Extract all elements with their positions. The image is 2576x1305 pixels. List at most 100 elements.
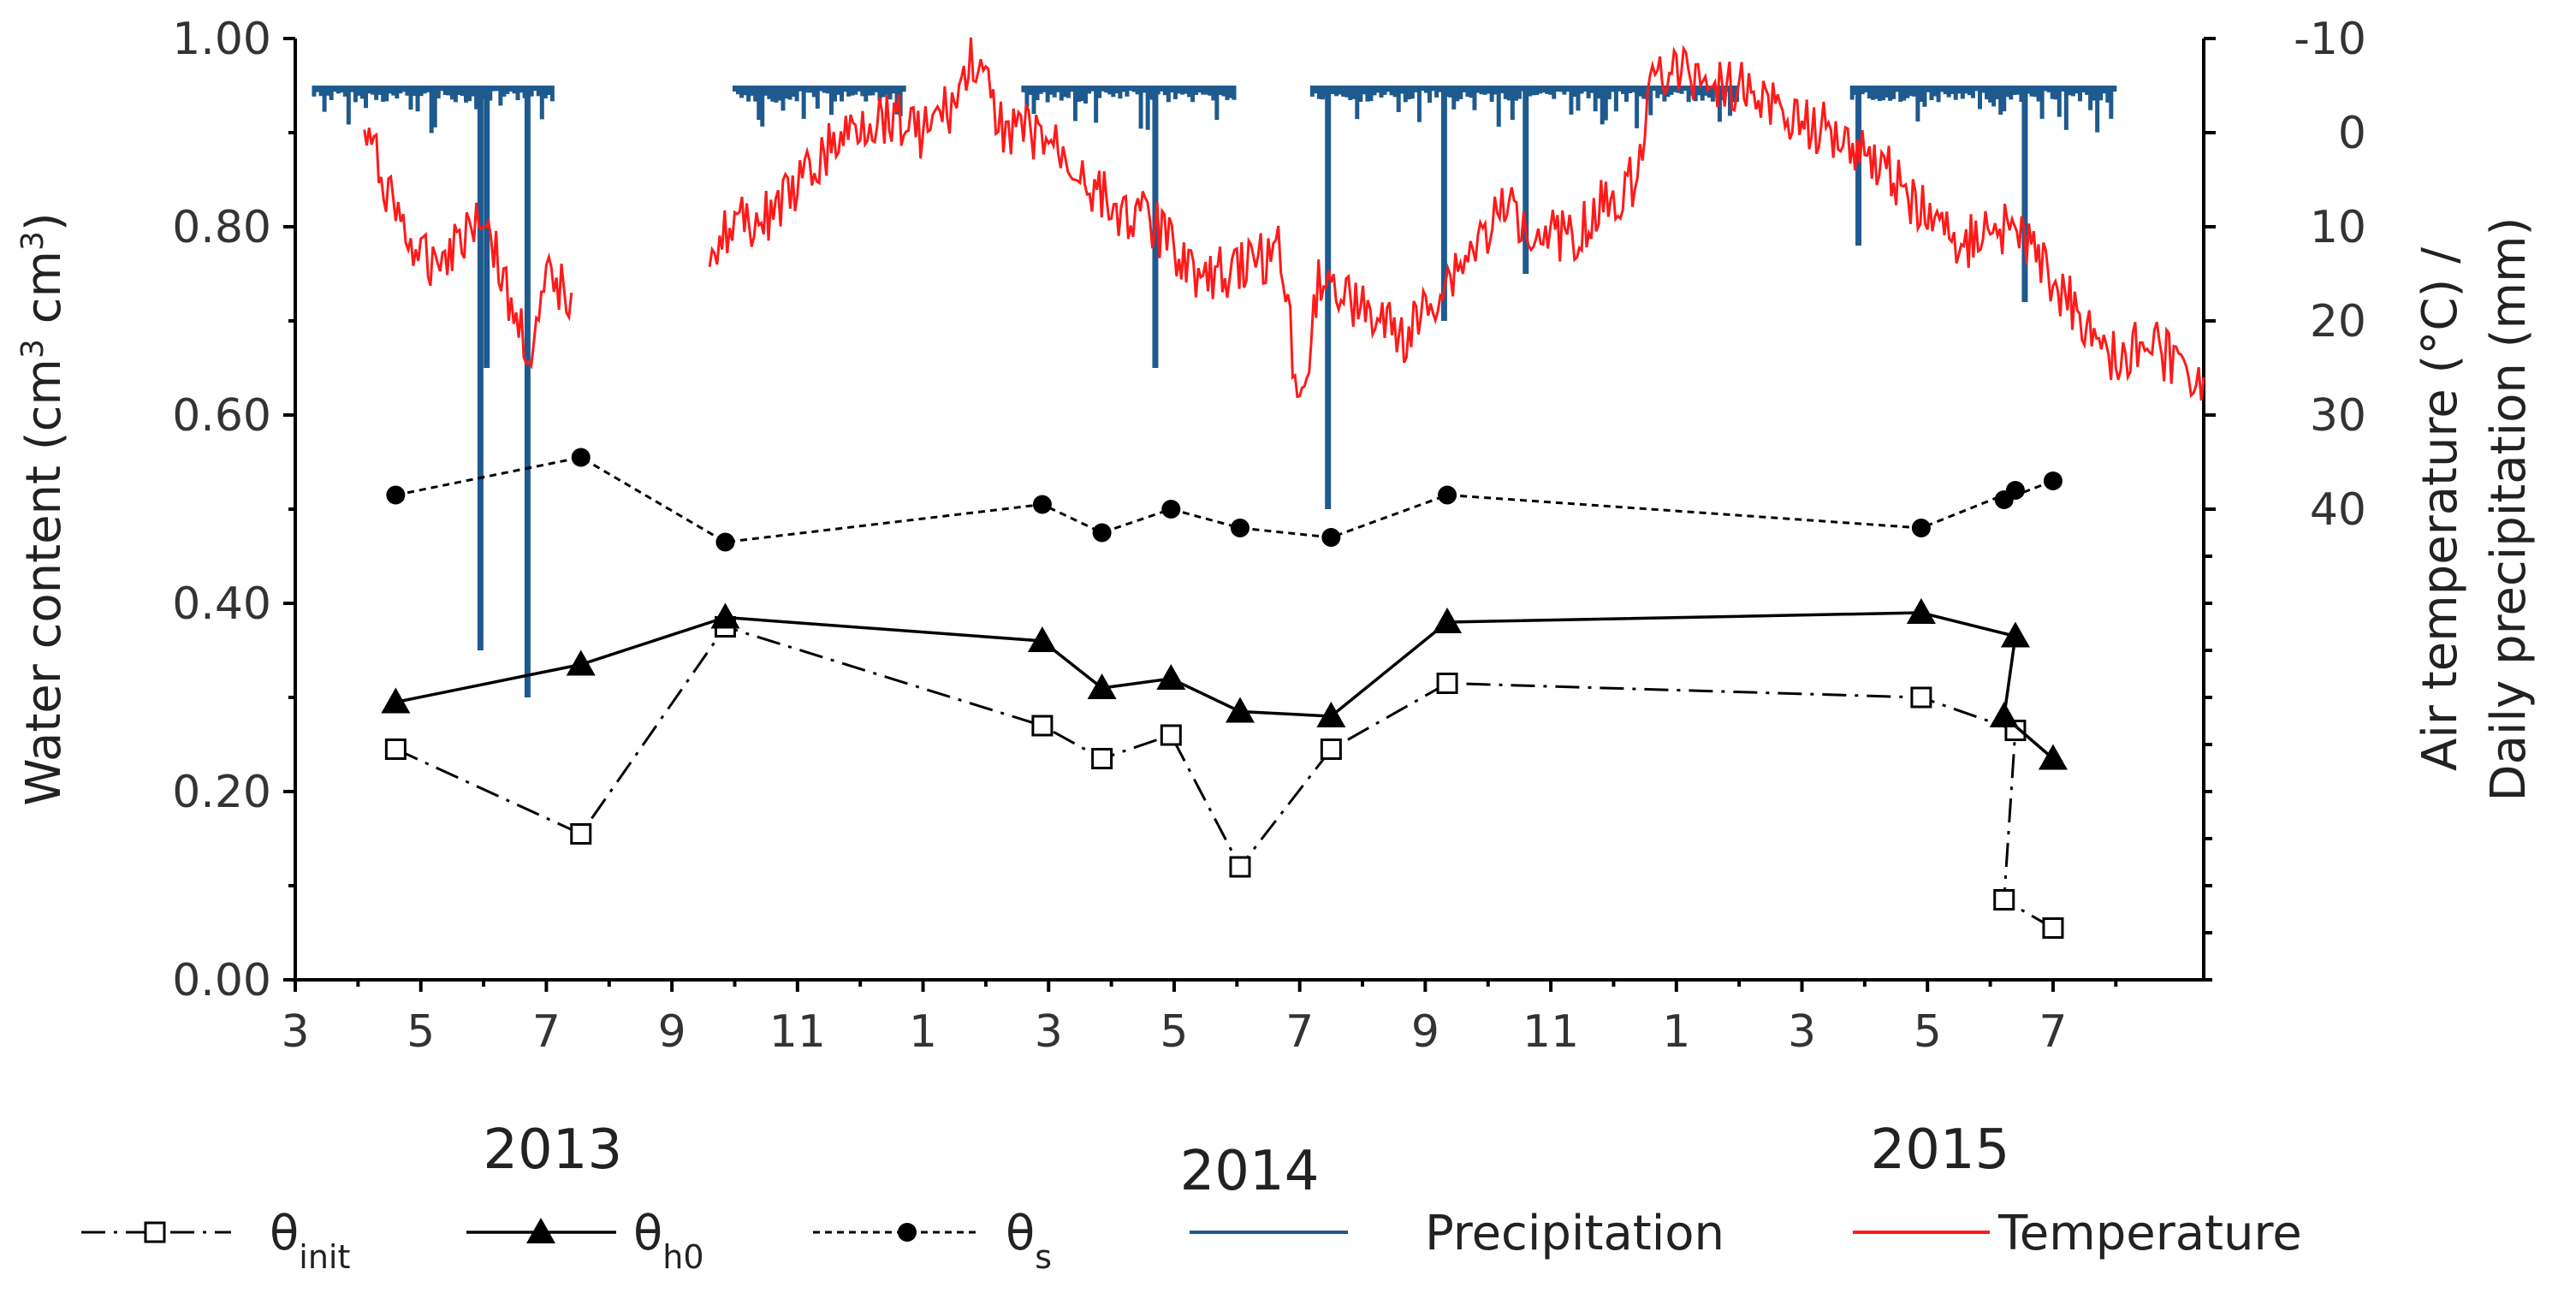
precip-bar bbox=[746, 86, 751, 102]
legend-precipitation-label: Precipitation bbox=[1425, 1206, 1724, 1261]
precip-bar bbox=[1455, 86, 1460, 102]
precip-bar bbox=[1717, 86, 1722, 122]
precip-bar bbox=[840, 86, 845, 102]
precip-bar bbox=[495, 86, 500, 92]
precip-bar bbox=[1208, 86, 1213, 96]
theta-h0-marker bbox=[1989, 702, 2019, 727]
precip-bar bbox=[543, 86, 548, 98]
precip-bar bbox=[1683, 86, 1688, 92]
precip-bar bbox=[425, 86, 430, 92]
legend-theta-h0-marker bbox=[526, 1218, 555, 1243]
right-y-tick-label: 40 bbox=[2310, 484, 2366, 536]
precip-bar bbox=[1028, 86, 1033, 95]
precip-bar bbox=[1320, 86, 1325, 100]
right-y-tick-label: 30 bbox=[2310, 390, 2366, 442]
precip-bar bbox=[2070, 86, 2075, 97]
water-content-series bbox=[381, 448, 2068, 939]
precip-bar bbox=[1362, 86, 1367, 95]
precip-bar bbox=[1579, 86, 1584, 94]
x-tick-label: 3 bbox=[1788, 1006, 1816, 1058]
precip-bar bbox=[1572, 86, 1577, 98]
precip-bar bbox=[2019, 86, 2024, 102]
precip-bar bbox=[2005, 86, 2010, 98]
x-tick-label: 7 bbox=[532, 1006, 561, 1058]
theta-s-marker bbox=[715, 532, 735, 552]
precip-bar bbox=[1076, 86, 1081, 102]
precip-bar bbox=[2057, 86, 2062, 117]
precip-bar bbox=[1998, 86, 2003, 116]
x-tick-label: 9 bbox=[1411, 1006, 1439, 1058]
precip-bar bbox=[1545, 86, 1550, 94]
precip-bar bbox=[1344, 86, 1350, 98]
theta-s-marker bbox=[2043, 472, 2063, 490]
precip-bar bbox=[836, 86, 841, 95]
precip-bar bbox=[449, 86, 454, 100]
precip-bar bbox=[1392, 86, 1398, 98]
precip-bar bbox=[322, 86, 327, 112]
precip-bar bbox=[804, 86, 810, 93]
precip-spike bbox=[1440, 86, 1447, 321]
theta-h0-marker bbox=[566, 650, 596, 676]
precip-bar bbox=[1898, 86, 1903, 102]
precip-bar bbox=[1617, 86, 1622, 92]
precip-bar bbox=[1204, 86, 1209, 95]
left-y-tick-label: 0.00 bbox=[172, 955, 271, 1006]
precip-bar bbox=[1919, 86, 1924, 103]
precip-bar bbox=[1024, 86, 1030, 108]
theta-init-marker bbox=[2042, 917, 2064, 939]
precip-bar bbox=[1891, 86, 1896, 99]
precip-bar bbox=[1172, 86, 1178, 99]
precip-bar bbox=[2102, 86, 2107, 94]
precip-bar bbox=[1341, 86, 1346, 97]
precip-bar bbox=[1111, 86, 1116, 98]
x-tick-label: 11 bbox=[1522, 1006, 1579, 1058]
precip-bar bbox=[405, 86, 410, 96]
precip-bar bbox=[2085, 86, 2090, 95]
precip-bar bbox=[312, 86, 317, 97]
precip-bar bbox=[1963, 86, 1968, 94]
precip-bar bbox=[1159, 86, 1164, 92]
precip-bar bbox=[1679, 86, 1684, 94]
precip-bar bbox=[1946, 86, 1951, 98]
precip-spike bbox=[1325, 86, 1332, 509]
precip-bar bbox=[850, 86, 855, 96]
legend-theta-init-label: θinit bbox=[270, 1206, 350, 1276]
precip-bar bbox=[1569, 86, 1574, 115]
precip-bar bbox=[1052, 86, 1057, 98]
precip-bar bbox=[1586, 86, 1591, 98]
precip-spike bbox=[477, 86, 484, 650]
precip-bar bbox=[1496, 86, 1501, 128]
precip-bar bbox=[536, 86, 541, 97]
precip-bar bbox=[1659, 86, 1664, 95]
precip-bar bbox=[1420, 86, 1425, 92]
precip-bar bbox=[367, 86, 372, 94]
precip-bar bbox=[1128, 86, 1133, 92]
precip-bar bbox=[1062, 86, 1067, 98]
precip-bar bbox=[1885, 86, 1890, 98]
precip-bar bbox=[860, 86, 865, 97]
x-tick-label: 9 bbox=[658, 1006, 686, 1058]
precip-bar bbox=[732, 86, 737, 92]
precip-bar bbox=[1548, 86, 1553, 95]
precip-bar bbox=[1700, 86, 1705, 101]
precip-bar bbox=[1932, 86, 1938, 97]
precip-bar bbox=[532, 86, 537, 92]
precip-bar bbox=[329, 86, 334, 100]
precip-bar bbox=[539, 86, 544, 120]
precip-spike bbox=[2021, 86, 2028, 302]
precip-bar bbox=[1915, 86, 1920, 122]
precip-bar bbox=[1162, 86, 1167, 96]
precip-bar bbox=[2063, 86, 2069, 130]
precip-bar bbox=[750, 86, 755, 96]
precip-bar bbox=[315, 86, 320, 92]
precip-bar bbox=[1334, 86, 1339, 97]
theta-h0-marker bbox=[1027, 626, 1057, 652]
year-label-2014: 2014 bbox=[1180, 1140, 1320, 1203]
precip-bar bbox=[1981, 86, 1986, 93]
left-axis-title: Water content (cm3 cm3) bbox=[15, 212, 73, 806]
precip-bar bbox=[1135, 86, 1140, 95]
precip-bar bbox=[1358, 86, 1363, 103]
precip-bar bbox=[757, 86, 762, 121]
precip-bar bbox=[1059, 86, 1064, 101]
